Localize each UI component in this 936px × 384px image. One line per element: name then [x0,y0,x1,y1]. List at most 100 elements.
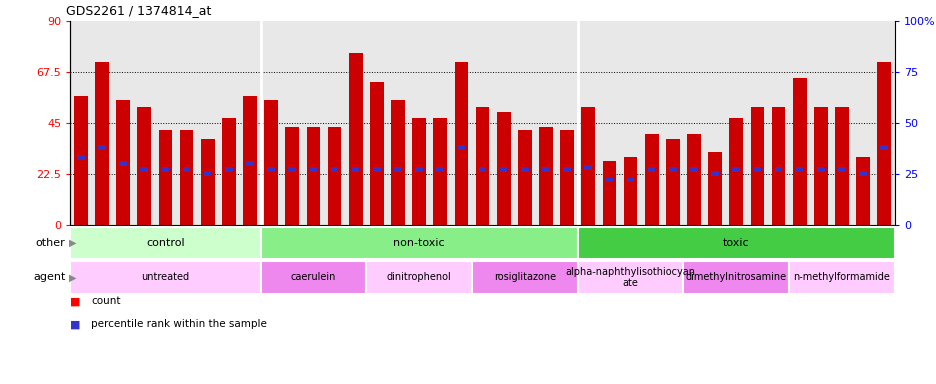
Bar [328,127,341,225]
Bar [500,167,507,172]
Text: dimethylnitrosamine: dimethylnitrosamine [685,272,786,283]
Bar [858,172,866,176]
Bar [70,261,260,294]
Bar [74,96,88,225]
Bar [390,100,404,225]
Bar [415,167,422,172]
Bar [288,167,296,172]
Bar [605,178,612,182]
Bar [348,53,362,225]
Bar [352,167,359,172]
Bar [330,167,338,172]
Bar [436,167,444,172]
Bar [373,167,380,172]
Bar [260,261,366,294]
Bar [880,145,887,149]
Bar [267,167,274,172]
Bar [665,139,679,225]
Text: n-methylformamide: n-methylformamide [793,272,889,283]
Bar [816,167,824,172]
Bar [394,167,402,172]
Bar [623,157,636,225]
Bar [222,118,236,225]
Bar [560,130,574,225]
Text: untreated: untreated [141,272,189,283]
Text: non-toxic: non-toxic [393,238,445,248]
Bar [838,167,845,172]
Bar [98,145,106,149]
Text: GDS2261 / 1374814_at: GDS2261 / 1374814_at [66,4,211,17]
Bar [478,167,486,172]
Bar [876,62,890,225]
Text: ■: ■ [70,296,80,306]
Text: agent: agent [33,272,66,283]
Bar [686,134,700,225]
Text: dinitrophenol: dinitrophenol [387,272,451,283]
Bar [518,130,531,225]
Bar [788,261,894,294]
Bar [728,118,742,225]
Bar [116,100,130,225]
Bar [732,167,739,172]
Bar [753,167,760,172]
Bar [856,157,869,225]
Bar [70,227,260,259]
Bar [682,261,788,294]
Bar [95,62,109,225]
Text: percentile rank within the sample: percentile rank within the sample [91,319,267,329]
Bar [563,167,570,172]
Bar [542,167,549,172]
Bar [454,62,468,225]
Bar [225,167,232,172]
Bar [366,261,472,294]
Bar [370,82,384,225]
Bar [309,167,317,172]
Bar [647,167,655,172]
Bar [264,100,278,225]
Bar [520,167,528,172]
Bar [834,107,848,225]
Bar [578,261,682,294]
Bar [771,107,784,225]
Bar [260,227,578,259]
Text: caerulein: caerulein [290,272,336,283]
Bar [813,107,826,225]
Bar [180,130,193,225]
Bar [119,161,126,166]
Text: other: other [36,238,66,248]
Bar [475,107,489,225]
Text: control: control [146,238,184,248]
Bar [496,112,510,225]
Bar [644,134,658,225]
Bar [412,118,426,225]
Bar [183,167,190,172]
Bar [710,172,718,176]
Bar [77,155,84,160]
Bar [204,172,212,176]
Bar [138,107,151,225]
Text: alpha-naphthylisothiocyan
ate: alpha-naphthylisothiocyan ate [565,266,695,288]
Bar [774,167,782,172]
Bar [306,127,320,225]
Bar [538,127,552,225]
Bar [472,261,578,294]
Bar [750,107,764,225]
Bar [580,107,594,225]
Bar [200,139,214,225]
Text: toxic: toxic [723,238,749,248]
Bar [242,96,256,225]
Bar [285,127,299,225]
Bar [578,227,894,259]
Bar [457,145,464,149]
Text: rosiglitazone: rosiglitazone [493,272,555,283]
Text: ■: ■ [70,319,80,329]
Bar [795,167,802,172]
Bar [433,118,446,225]
Bar [792,78,806,225]
Text: ▶: ▶ [69,238,77,248]
Bar [708,152,722,225]
Text: ▶: ▶ [69,272,77,283]
Bar [246,161,254,166]
Text: count: count [91,296,120,306]
Bar [162,167,169,172]
